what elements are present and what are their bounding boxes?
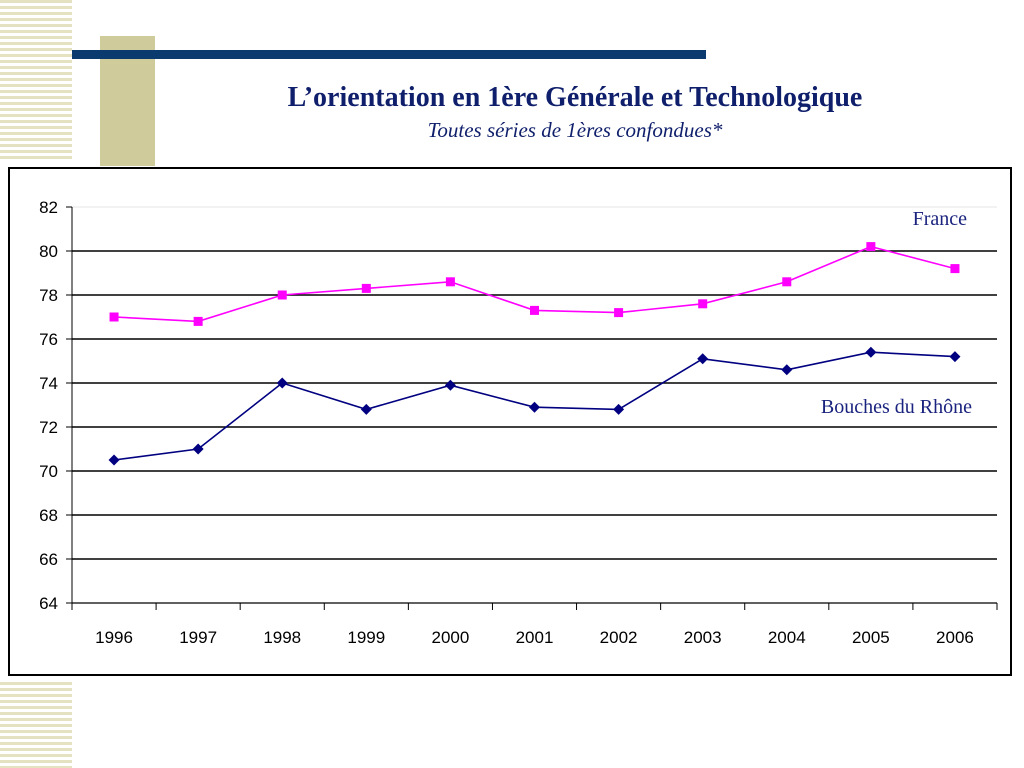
x-tick-label-2000: 2000 bbox=[431, 628, 469, 647]
y-tick-label-70: 70 bbox=[39, 462, 58, 481]
slide-title: L’orientation en 1ère Générale et Techno… bbox=[287, 82, 863, 113]
series-label-bouches-du-rhone: Bouches du Rhône bbox=[821, 396, 972, 418]
y-tick-label-78: 78 bbox=[39, 286, 58, 305]
point-bouches-du-rh-ne-2003 bbox=[697, 353, 709, 365]
y-tick-label-82: 82 bbox=[39, 198, 58, 217]
point-bouches-du-rh-ne-1998 bbox=[276, 377, 288, 389]
y-tick-label-80: 80 bbox=[39, 242, 58, 261]
x-tick-label-2006: 2006 bbox=[936, 628, 974, 647]
point-france-1996 bbox=[109, 312, 119, 322]
point-bouches-du-rh-ne-2002 bbox=[613, 403, 625, 415]
point-france-2002 bbox=[614, 308, 624, 318]
point-france-2000 bbox=[445, 277, 455, 287]
x-tick-label-2002: 2002 bbox=[600, 628, 638, 647]
slide-subtitle: Toutes séries de 1ères confondues* bbox=[427, 118, 723, 142]
y-tick-label-76: 76 bbox=[39, 330, 58, 349]
point-france-1998 bbox=[277, 290, 287, 300]
x-tick-label-1999: 1999 bbox=[347, 628, 385, 647]
x-tick-label-1996: 1996 bbox=[95, 628, 133, 647]
x-tick-label-1998: 1998 bbox=[263, 628, 301, 647]
grid-layer bbox=[72, 206, 997, 560]
point-france-2006 bbox=[950, 264, 960, 274]
point-bouches-du-rh-ne-2005 bbox=[865, 346, 877, 358]
series-layer bbox=[108, 242, 961, 466]
y-tick-label-64: 64 bbox=[39, 594, 58, 613]
decorative-stripes-bottom bbox=[0, 682, 72, 768]
y-tick-label-66: 66 bbox=[39, 550, 58, 569]
point-france-2001 bbox=[530, 305, 539, 315]
point-bouches-du-rh-ne-1996 bbox=[108, 454, 120, 466]
decorative-stripes-top bbox=[0, 0, 72, 160]
x-tick-label-1997: 1997 bbox=[179, 628, 217, 647]
point-bouches-du-rh-ne-2000 bbox=[444, 379, 456, 391]
y-tick-label-72: 72 bbox=[39, 418, 58, 437]
axis-layer: 64 66 68 70 72 74 76 78 80 82 1996 1997 1998 1999 2000… bbox=[39, 198, 998, 647]
point-bouches-du-rh-ne-1997 bbox=[192, 443, 204, 455]
decorative-navy-bar bbox=[72, 50, 706, 59]
x-tick-label-2001: 2001 bbox=[516, 628, 554, 647]
point-france-2004 bbox=[782, 277, 792, 287]
chart-frame bbox=[8, 167, 1012, 676]
point-france-1999 bbox=[361, 283, 371, 293]
x-tick-label-2005: 2005 bbox=[852, 628, 890, 647]
point-bouches-du-rh-ne-2004 bbox=[781, 364, 793, 376]
y-tick-label-74: 74 bbox=[39, 374, 58, 393]
point-france-2003 bbox=[698, 299, 708, 309]
point-bouches-du-rh-ne-1999 bbox=[360, 403, 372, 415]
y-tick-label-68: 68 bbox=[39, 506, 58, 525]
point-bouches-du-rh-ne-2001 bbox=[529, 401, 540, 413]
series-label-france: France bbox=[913, 208, 968, 230]
point-france-1997 bbox=[193, 316, 203, 326]
x-tick-label-2003: 2003 bbox=[684, 628, 722, 647]
x-tick-label-2004: 2004 bbox=[768, 628, 806, 647]
point-france-2005 bbox=[866, 242, 876, 252]
point-bouches-du-rh-ne-2006 bbox=[949, 351, 961, 363]
